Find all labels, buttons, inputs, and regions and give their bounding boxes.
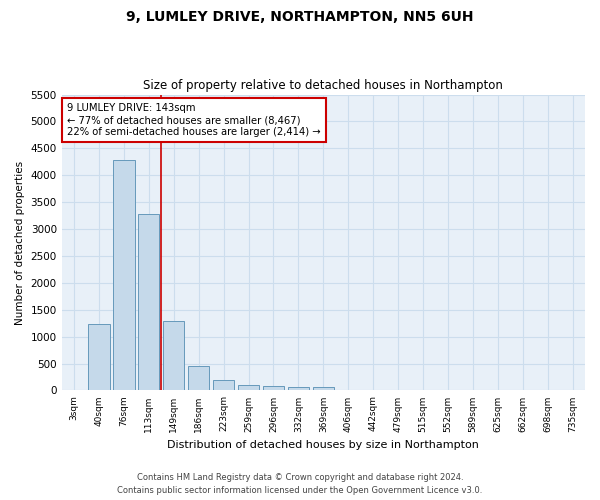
Bar xyxy=(138,214,160,390)
Bar xyxy=(163,321,184,390)
Text: 9, LUMLEY DRIVE, NORTHAMPTON, NN5 6UH: 9, LUMLEY DRIVE, NORTHAMPTON, NN5 6UH xyxy=(126,10,474,24)
Bar xyxy=(288,388,309,390)
Bar xyxy=(238,384,259,390)
Bar xyxy=(263,386,284,390)
Bar xyxy=(88,324,110,390)
Bar xyxy=(113,160,134,390)
X-axis label: Distribution of detached houses by size in Northampton: Distribution of detached houses by size … xyxy=(167,440,479,450)
Text: Contains HM Land Registry data © Crown copyright and database right 2024.
Contai: Contains HM Land Registry data © Crown c… xyxy=(118,474,482,495)
Bar xyxy=(213,380,234,390)
Bar xyxy=(313,388,334,390)
Y-axis label: Number of detached properties: Number of detached properties xyxy=(15,160,25,324)
Bar xyxy=(188,366,209,390)
Title: Size of property relative to detached houses in Northampton: Size of property relative to detached ho… xyxy=(143,79,503,92)
Text: 9 LUMLEY DRIVE: 143sqm
← 77% of detached houses are smaller (8,467)
22% of semi-: 9 LUMLEY DRIVE: 143sqm ← 77% of detached… xyxy=(67,104,320,136)
